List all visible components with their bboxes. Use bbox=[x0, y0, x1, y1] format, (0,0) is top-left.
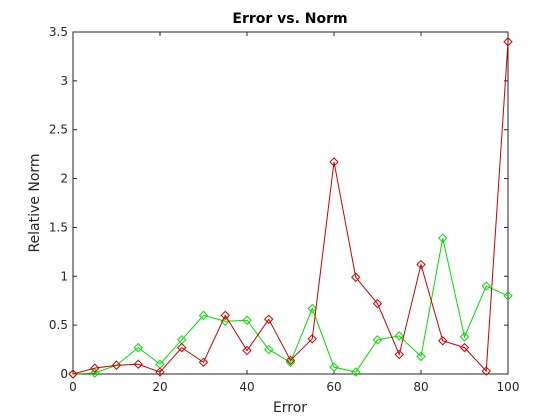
y-tick-label: 3 bbox=[60, 74, 68, 88]
data-point-marker bbox=[198, 310, 209, 321]
data-point-marker bbox=[372, 335, 383, 345]
data-point-marker bbox=[329, 362, 339, 372]
axes-box bbox=[72, 31, 509, 375]
chart-title: Error vs. Norm bbox=[232, 11, 347, 27]
y-tick-label: 2 bbox=[60, 172, 68, 186]
x-axis-label: Error bbox=[273, 400, 307, 416]
x-tick-label: 100 bbox=[497, 380, 520, 394]
data-point-marker bbox=[438, 336, 448, 346]
data-point-marker bbox=[264, 314, 274, 324]
series-line bbox=[72, 41, 509, 375]
y-tick-label: 0 bbox=[60, 367, 68, 381]
x-tick-label: 20 bbox=[152, 380, 167, 394]
data-point-marker bbox=[329, 157, 339, 167]
data-point-marker bbox=[372, 298, 383, 309]
data-point-marker bbox=[394, 349, 404, 360]
data-point-marker bbox=[307, 334, 317, 344]
data-point-marker bbox=[264, 344, 274, 355]
data-point-marker bbox=[307, 303, 317, 314]
data-point-marker bbox=[68, 369, 78, 379]
data-point-marker bbox=[481, 366, 491, 376]
x-tick-label: 40 bbox=[239, 380, 254, 394]
data-point-marker bbox=[242, 345, 252, 356]
y-tick-label: 1 bbox=[60, 269, 68, 283]
data-point-marker bbox=[459, 342, 470, 353]
data-point-marker bbox=[90, 363, 100, 373]
data-point-marker bbox=[438, 233, 448, 243]
x-ticks: 0 20 40 60 80 100 bbox=[69, 32, 519, 394]
y-tick-label: 0.5 bbox=[49, 318, 68, 332]
data-point-marker bbox=[155, 367, 165, 377]
x-tick-label: 60 bbox=[326, 380, 341, 394]
series-layer bbox=[68, 37, 513, 379]
x-tick-label: 0 bbox=[69, 380, 77, 394]
data-point-marker bbox=[503, 37, 513, 47]
data-point-marker bbox=[133, 342, 143, 353]
data-point-marker bbox=[242, 315, 252, 325]
data-point-marker bbox=[394, 331, 404, 341]
data-point-marker bbox=[285, 355, 296, 366]
data-point-marker bbox=[416, 259, 426, 270]
data-point-marker bbox=[503, 291, 513, 301]
y-tick-label: 3.5 bbox=[49, 25, 68, 39]
y-tick-label: 1.5 bbox=[49, 220, 68, 234]
data-point-marker bbox=[416, 351, 426, 362]
data-point-marker bbox=[351, 367, 361, 377]
y-ticks: 0 0.5 1 1.5 2 2.5 3 3.5 bbox=[49, 25, 508, 381]
y-axis-label: Relative Norm bbox=[27, 153, 43, 252]
data-point-marker bbox=[351, 272, 361, 282]
data-point-marker bbox=[90, 368, 100, 378]
data-point-marker bbox=[285, 357, 296, 367]
data-point-marker bbox=[220, 310, 230, 321]
series-1 bbox=[68, 37, 513, 379]
data-point-marker bbox=[133, 359, 143, 369]
series-line bbox=[72, 238, 509, 375]
data-point-marker bbox=[198, 357, 209, 367]
data-point-marker bbox=[111, 360, 122, 370]
plot-area bbox=[73, 32, 508, 374]
axes bbox=[72, 31, 509, 375]
data-point-marker bbox=[177, 342, 187, 353]
y-tick-label: 2.5 bbox=[49, 123, 68, 137]
x-tick-label: 80 bbox=[413, 380, 428, 394]
data-point-marker bbox=[481, 281, 491, 291]
data-point-marker bbox=[459, 332, 470, 342]
